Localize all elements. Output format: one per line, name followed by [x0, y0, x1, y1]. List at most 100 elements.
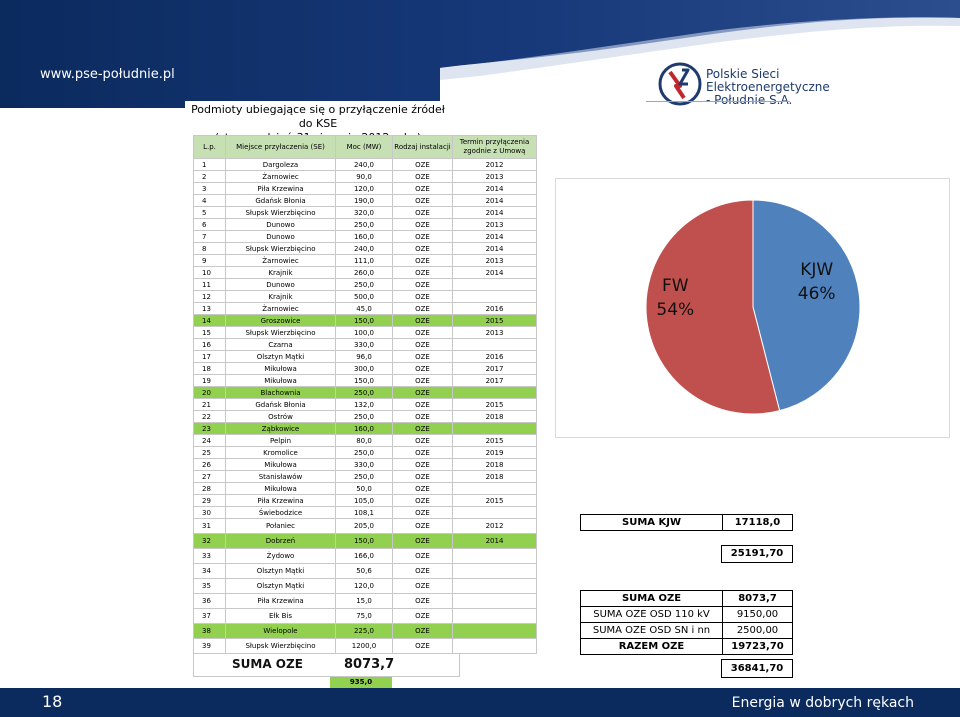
table-row: 34 Olsztyn Mątki 50,6 OZE [193, 563, 537, 579]
cell-termin: 2012 [452, 518, 537, 534]
table-row: 22 Ostrów 250,0 OZE 2018 [193, 410, 537, 423]
cell-miejsce: Piła Krzewina [225, 182, 336, 195]
suma-kjw-table: SUMA KJW 17118,0 [580, 514, 793, 531]
cell-termin: 2015 [452, 434, 537, 447]
suma-oze-row-value: 2500,00 [722, 622, 793, 639]
cell-miejsce: Dobrzeń [225, 533, 336, 549]
table-row: 39 Słupsk Wierzbięcino 1200,0 OZE [193, 638, 537, 654]
cell-lp: 3 [193, 182, 226, 195]
cell-termin: 2017 [452, 374, 537, 387]
cell-termin: 2014 [452, 533, 537, 549]
suma-oze-row-label: SUMA OZE OSD SN i nn [580, 622, 723, 639]
suma-oze-row: SUMA OZE OSD SN i nn 2500,00 [580, 622, 793, 639]
cell-moc: 300,0 [335, 362, 393, 375]
cell-lp: 6 [193, 218, 226, 231]
cell-rodzaj: OZE [392, 338, 453, 351]
logo-line-2: - Południe S.A. [706, 93, 793, 107]
cell-miejsce: Pelpin [225, 434, 336, 447]
cell-termin [452, 386, 537, 399]
cell-moc: 330,0 [335, 338, 393, 351]
cell-lp: 37 [193, 608, 226, 624]
table-body: 1 Dargoleza 240,0 OZE 2012 2 Żarnowiec 90,0 OZE 2… [193, 158, 537, 654]
table-row: 32 Dobrzeń 150,0 OZE 2014 [193, 533, 537, 549]
cell-moc: 1200,0 [335, 638, 393, 654]
cell-rodzaj: OZE [392, 533, 453, 549]
total-1-box: 25191,70 [721, 545, 793, 563]
cell-lp: 7 [193, 230, 226, 243]
suma-oze-table-body: SUMA OZE 8073,7 SUMA OZE OSD 110 kV 9150,00… [580, 590, 793, 655]
cell-termin: 2012 [452, 158, 537, 171]
cell-lp: 8 [193, 242, 226, 255]
cell-miejsce: Piła Krzewina [225, 494, 336, 507]
green-total-cell: 935,0 [330, 677, 392, 688]
col-header-rodzaj: Rodzaj instalacji [392, 135, 453, 159]
cell-rodzaj: OZE [392, 578, 453, 594]
cell-termin: 2016 [452, 350, 537, 363]
cell-rodzaj: OZE [392, 314, 453, 327]
cell-miejsce: Dunowo [225, 230, 336, 243]
suma-oze-row-label: RAZEM OZE [580, 638, 723, 655]
cell-termin: 2014 [452, 182, 537, 195]
suma-oze-row: RAZEM OZE 19723,70 [580, 638, 793, 655]
cell-lp: 20 [193, 386, 226, 399]
cell-rodzaj: OZE [392, 410, 453, 423]
cell-termin: 2013 [452, 326, 537, 339]
cell-miejsce: Połaniec [225, 518, 336, 534]
table-row: 20 Blachownia 250,0 OZE [193, 386, 537, 399]
pie-chart-svg: KJW 46% FW 54% [645, 199, 861, 415]
table-row: 25 Kromolice 250,0 OZE 2019 [193, 446, 537, 459]
cell-moc: 250,0 [335, 278, 393, 291]
table-suma-oze-value: 8073,7 [344, 657, 395, 672]
cell-rodzaj: OZE [392, 422, 453, 435]
cell-rodzaj: OZE [392, 206, 453, 219]
cell-termin: 2014 [452, 230, 537, 243]
cell-moc: 100,0 [335, 326, 393, 339]
cell-moc: 50,0 [335, 482, 393, 495]
cell-termin: 2019 [452, 446, 537, 459]
cell-termin [452, 638, 537, 654]
cell-moc: 160,0 [335, 230, 393, 243]
suma-kjw-label: SUMA KJW [580, 514, 723, 531]
table-row: 8 Słupsk Wierzbięcino 240,0 OZE 2014 [193, 242, 537, 255]
cell-lp: 2 [193, 170, 226, 183]
cell-termin: 2014 [452, 206, 537, 219]
cell-rodzaj: OZE [392, 158, 453, 171]
cell-rodzaj: OZE [392, 386, 453, 399]
pie-chart: KJW 46% FW 54% [555, 178, 950, 438]
cell-moc: 96,0 [335, 350, 393, 363]
table-row: 4 Gdańsk Błonia 190,0 OZE 2014 [193, 194, 537, 207]
cell-termin [452, 623, 537, 639]
table-row: 23 Ząbkowice 160,0 OZE [193, 422, 537, 435]
cell-termin: 2013 [452, 218, 537, 231]
cell-termin: 2018 [452, 470, 537, 483]
suma-kjw-value: 17118,0 [722, 514, 793, 531]
cell-lp: 12 [193, 290, 226, 303]
cell-miejsce: Olsztyn Mątki [225, 578, 336, 594]
cell-rodzaj: OZE [392, 254, 453, 267]
cell-termin [452, 578, 537, 594]
cell-miejsce: Groszowice [225, 314, 336, 327]
cell-miejsce: Olsztyn Mątki [225, 350, 336, 363]
cell-miejsce: Mikułowa [225, 458, 336, 471]
cell-termin: 2014 [452, 266, 537, 279]
cell-termin [452, 608, 537, 624]
table-row: 21 Gdańsk Błonia 132,0 OZE 2015 [193, 398, 537, 411]
col-header-moc: Moc (MW) [335, 135, 393, 159]
header-wave-graphic [0, 0, 960, 108]
cell-termin [452, 506, 537, 519]
cell-miejsce: Słupsk Wierzbięcino [225, 638, 336, 654]
cell-miejsce: Wielopole [225, 623, 336, 639]
suma-oze-row: SUMA OZE 8073,7 [580, 590, 793, 607]
cell-moc: 15,0 [335, 593, 393, 609]
suma-oze-row-value: 8073,7 [722, 590, 793, 607]
cell-lp: 9 [193, 254, 226, 267]
table-row: 33 Żydowo 166,0 OZE [193, 548, 537, 564]
site-url[interactable]: www.pse-południe.pl [40, 67, 175, 82]
pie-label-fw-name: FW [662, 276, 689, 296]
pie-slice-kjw [752, 199, 861, 412]
cell-lp: 16 [193, 338, 226, 351]
suma-oze-row-label: SUMA OZE OSD 110 kV [580, 606, 723, 623]
cell-rodzaj: OZE [392, 470, 453, 483]
cell-moc: 90,0 [335, 170, 393, 183]
cell-moc: 260,0 [335, 266, 393, 279]
